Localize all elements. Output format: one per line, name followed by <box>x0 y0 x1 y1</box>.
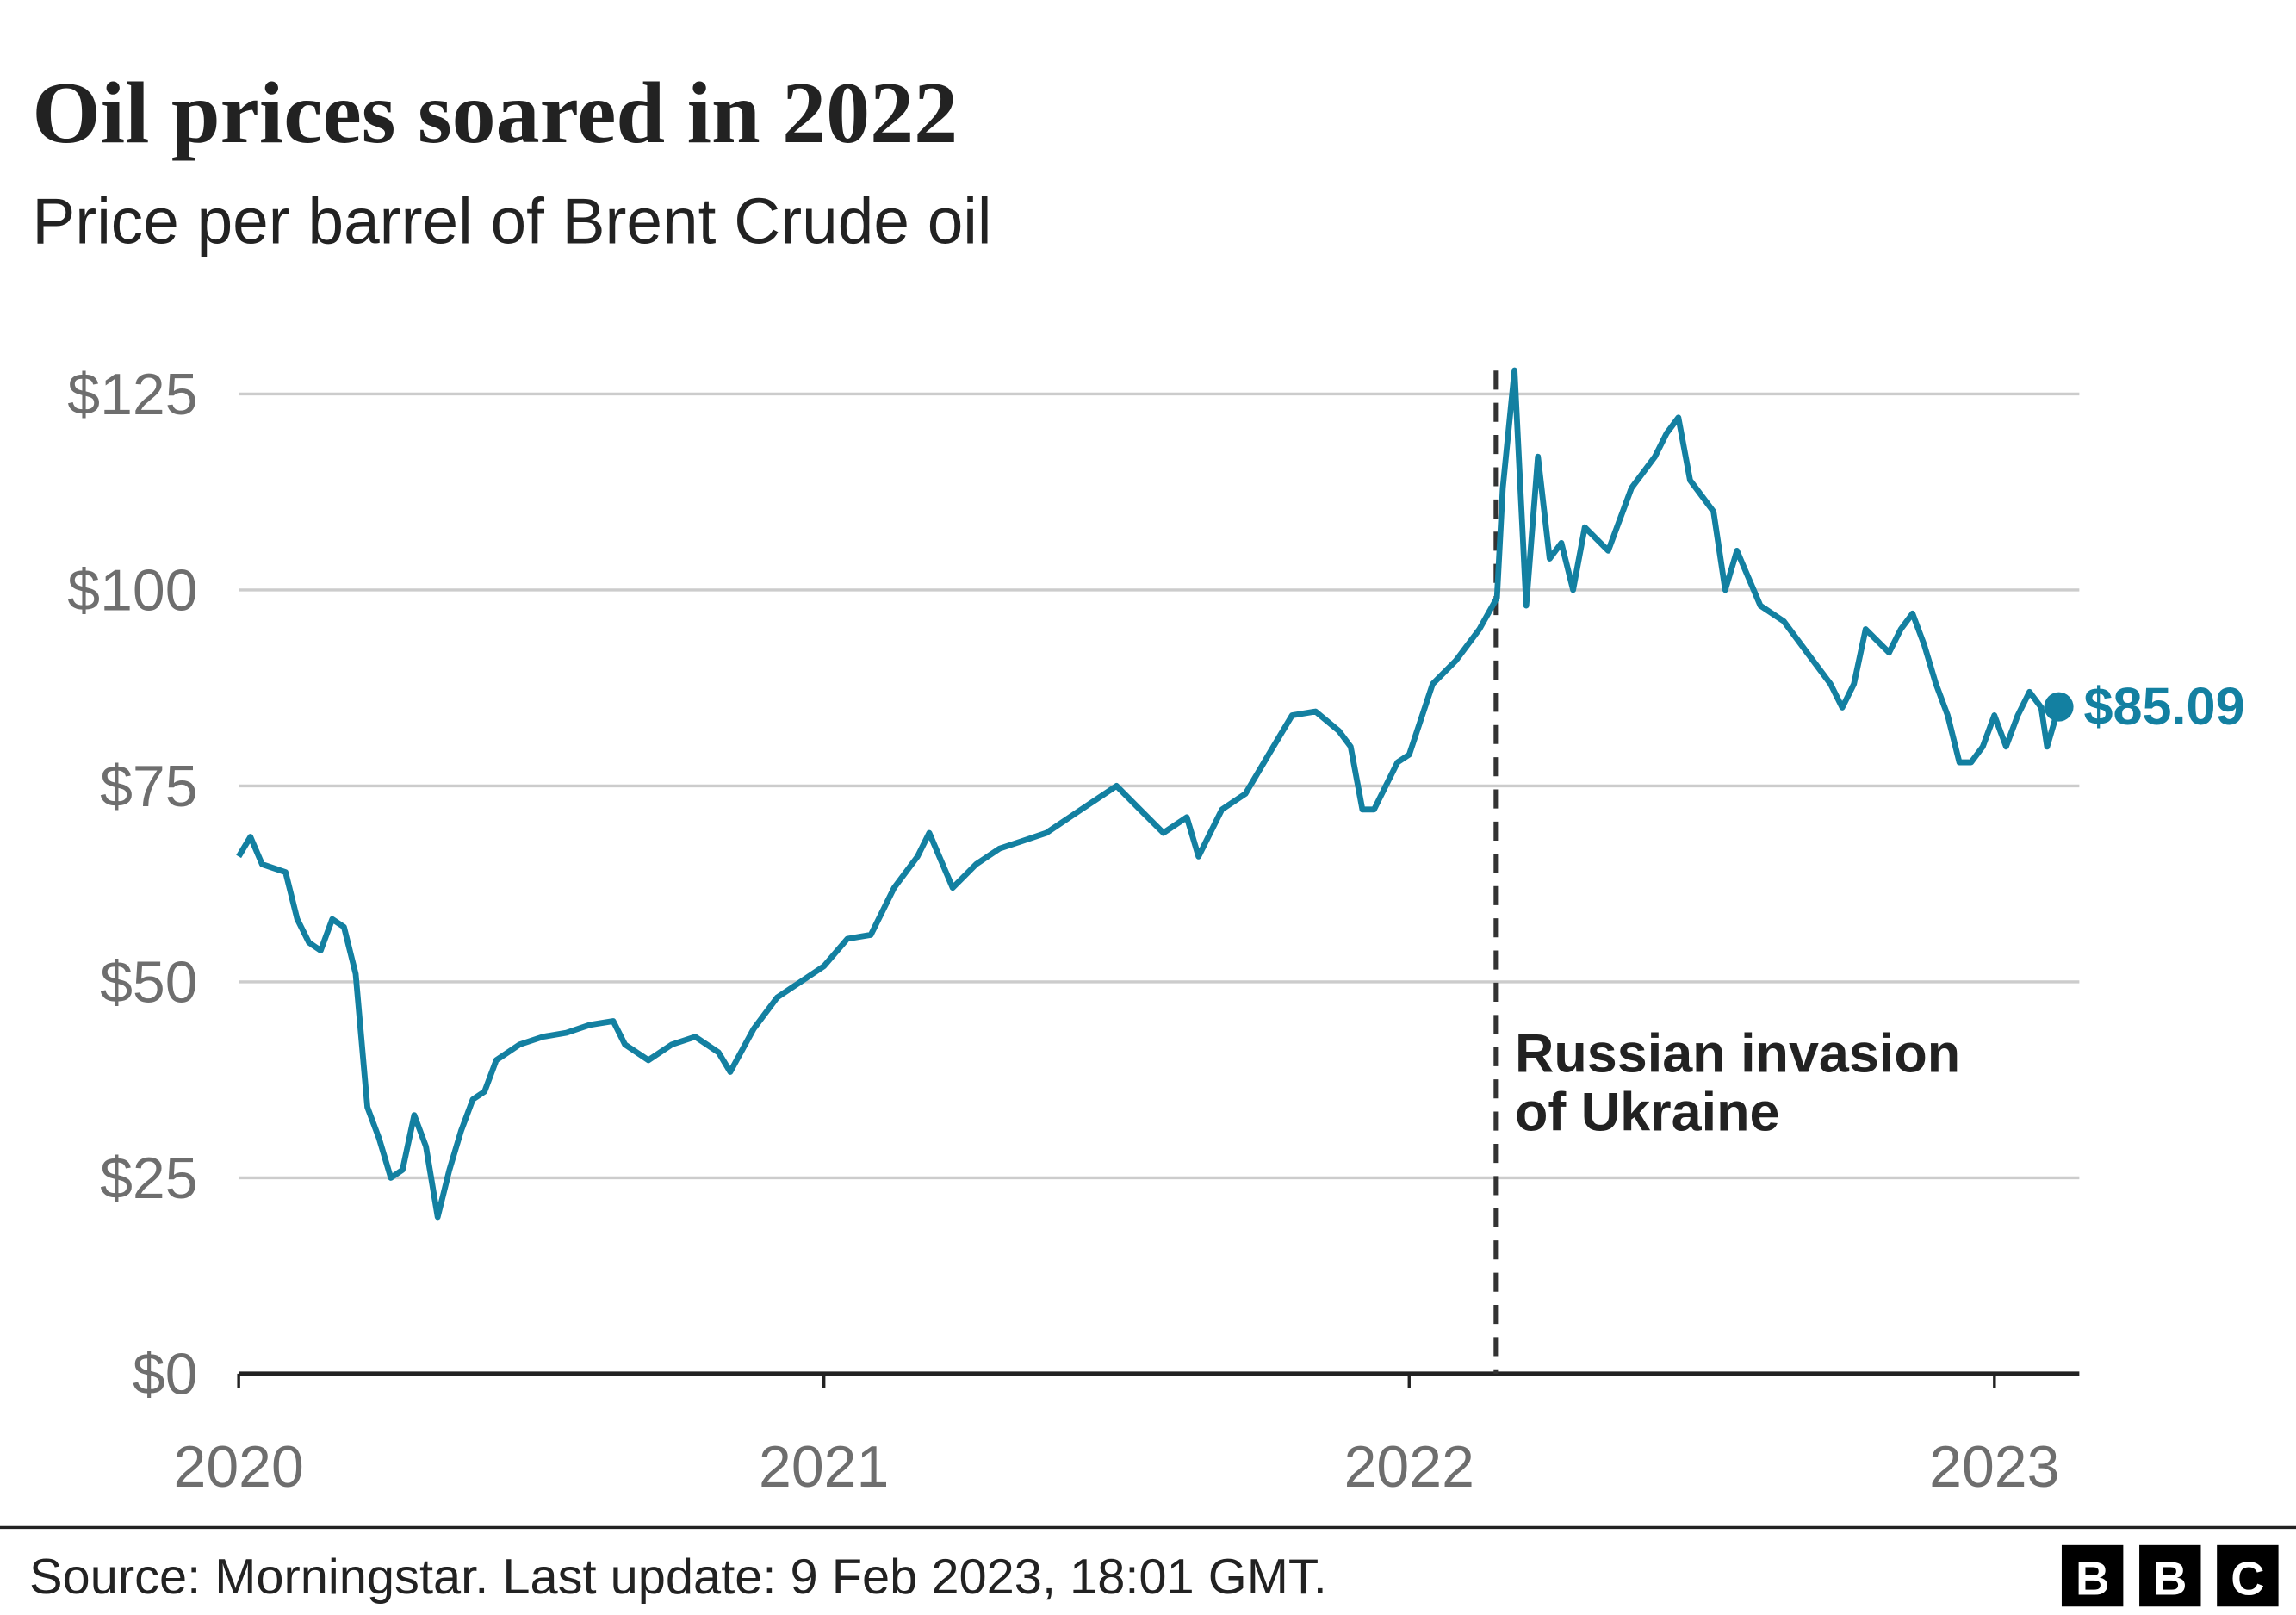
y-tick-label: $100 <box>67 558 197 624</box>
chart-subtitle: Price per barrel of Brent Crude oil <box>32 184 991 257</box>
end-dot <box>2044 692 2074 722</box>
logo-letter: B <box>2076 1553 2109 1606</box>
end-label: $85.09 <box>2083 677 2244 736</box>
annotation-text: of Ukraine <box>1515 1083 1780 1143</box>
y-tick-label: $75 <box>100 754 197 819</box>
logo-letter: B <box>2153 1553 2187 1606</box>
x-tick-label: 2020 <box>174 1434 304 1500</box>
y-tick-label: $0 <box>133 1342 198 1407</box>
logo-box <box>2217 1544 2279 1607</box>
annotation-text: Russian invasion <box>1515 1024 1960 1084</box>
x-tick-label: 2021 <box>759 1434 889 1500</box>
logo-box <box>2139 1544 2201 1607</box>
logo-letter: C <box>2231 1553 2264 1606</box>
logo-box <box>2061 1544 2124 1607</box>
x-tick-label: 2022 <box>1344 1434 1474 1500</box>
series-line <box>236 367 2062 1221</box>
source: Source: Morningstar. Last update: 9 Feb … <box>29 1550 1327 1605</box>
chart-title: Oil prices soared in 2022 <box>32 65 958 162</box>
y-tick-label: $125 <box>67 362 197 427</box>
x-tick-label: 2023 <box>1929 1434 2059 1500</box>
y-tick-label: $25 <box>100 1146 197 1211</box>
y-tick-label: $50 <box>100 950 197 1016</box>
